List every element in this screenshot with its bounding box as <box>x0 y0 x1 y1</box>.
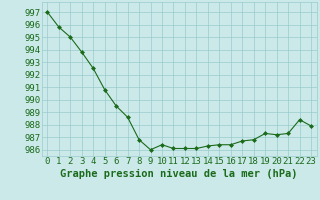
X-axis label: Graphe pression niveau de la mer (hPa): Graphe pression niveau de la mer (hPa) <box>60 169 298 179</box>
